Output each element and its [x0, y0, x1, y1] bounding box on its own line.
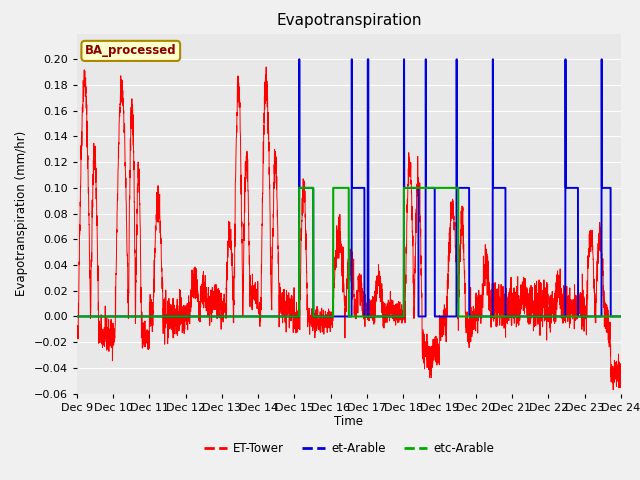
Y-axis label: Evapotranspiration (mm/hr): Evapotranspiration (mm/hr) — [15, 131, 28, 296]
Title: Evapotranspiration: Evapotranspiration — [276, 13, 422, 28]
Legend: ET-Tower, et-Arable, etc-Arable: ET-Tower, et-Arable, etc-Arable — [199, 437, 499, 460]
X-axis label: Time: Time — [334, 415, 364, 429]
Text: BA_processed: BA_processed — [85, 44, 177, 58]
